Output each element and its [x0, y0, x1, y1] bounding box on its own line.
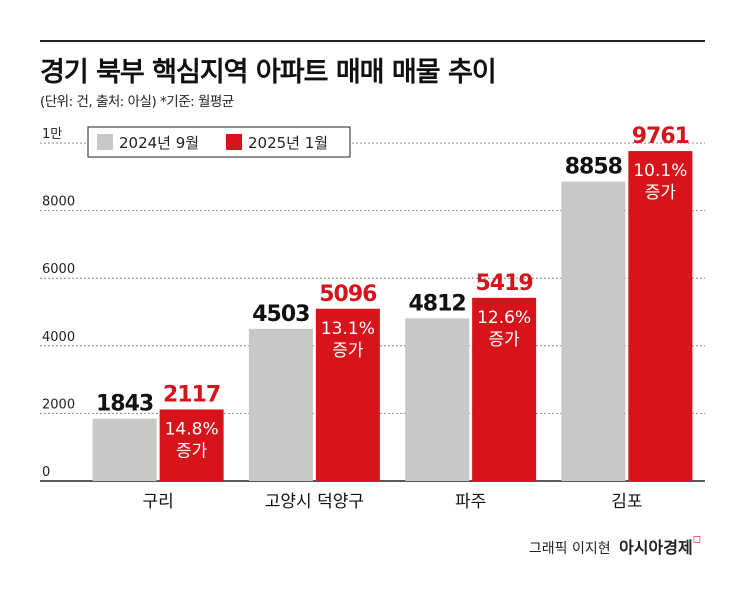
legend-label: 2024년 9월: [119, 134, 199, 152]
bars: 1843 211714.8%증가4503509613.1%증가4812541912…: [92, 124, 693, 482]
increase-label: 증가: [645, 183, 677, 203]
bar-2025-01: [472, 297, 537, 481]
brand-logo-text: 아시아경제: [619, 538, 693, 557]
bar-2025-01: [159, 409, 224, 481]
y-tick-label: 0: [42, 465, 50, 480]
credit-line: 그래픽 이지현 아시아경제◻: [529, 534, 701, 558]
brand-mark-icon: ◻: [692, 534, 701, 545]
bar-value-label: 4812: [409, 291, 466, 316]
bar-value-label: 1843: [96, 392, 153, 417]
y-tick-label: 8000: [42, 195, 75, 210]
bar-2024-09: [92, 418, 157, 481]
x-axis-labels: 구리 고양시 덕양구 파주 김포: [142, 492, 642, 512]
bar-value-label: 9761: [632, 124, 689, 149]
y-axis-ticks: 0 2000 4000 6000 8000 1만: [42, 127, 75, 480]
category-label: 구리: [142, 492, 173, 512]
increase-label: 증가: [332, 341, 364, 361]
increase-label: 13.1%: [321, 319, 375, 339]
bar-2025-01: [628, 151, 693, 482]
y-tick-label: 1만: [42, 127, 62, 142]
increase-label: 14.8%: [165, 419, 219, 439]
increase-label: 12.6%: [477, 308, 531, 328]
category-label: 김포: [611, 492, 642, 512]
bar-value-label: 5096: [319, 282, 377, 307]
legend: 2024년 9월 2025년 1월: [87, 126, 351, 158]
bar-value-label: 5419: [476, 271, 533, 296]
bar-2024-09: [405, 318, 470, 481]
bar-value-label: 8858: [565, 155, 622, 180]
category-label: 파주: [455, 492, 486, 512]
top-rule: [40, 40, 705, 42]
bar-value-label: 4503: [252, 302, 309, 327]
increase-label: 10.1%: [633, 161, 687, 181]
category-label: 고양시 덕양구: [265, 492, 364, 512]
legend-label: 2025년 1월: [248, 134, 328, 152]
bar-2024-09: [561, 181, 626, 481]
credit-text: 그래픽 이지현: [528, 541, 611, 557]
chart-title: 경기 북부 핵심지역 아파트 매매 매물 추이: [40, 57, 497, 88]
y-tick-label: 6000: [42, 262, 75, 277]
legend-swatch: [226, 134, 242, 150]
increase-label: 증가: [176, 441, 208, 461]
y-tick-label: 2000: [42, 397, 75, 412]
legend-box: [87, 126, 351, 158]
bar-value-label: 2117: [163, 382, 220, 407]
chart-subtitle: (단위: 건, 출처: 아실) *기준: 월평균: [40, 94, 234, 110]
y-tick-label: 4000: [42, 330, 75, 345]
increase-label: 증가: [488, 330, 520, 350]
bar-2024-09: [248, 328, 313, 481]
bar-2025-01: [315, 308, 380, 481]
legend-swatch: [97, 134, 113, 150]
